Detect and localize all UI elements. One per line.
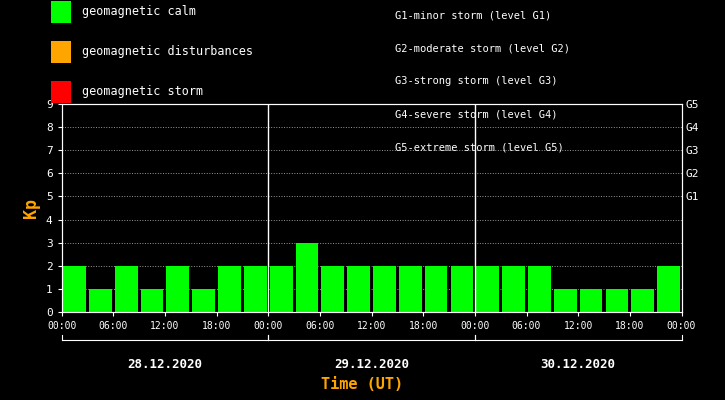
Text: 30.12.2020: 30.12.2020: [541, 358, 616, 371]
Bar: [399, 266, 422, 312]
Bar: [167, 266, 189, 312]
Bar: [141, 289, 163, 312]
Text: G3-strong storm (level G3): G3-strong storm (level G3): [395, 76, 558, 86]
Text: 28.12.2020: 28.12.2020: [128, 358, 202, 371]
Bar: [476, 266, 499, 312]
Bar: [658, 266, 680, 312]
Bar: [89, 289, 112, 312]
Bar: [347, 266, 370, 312]
Bar: [528, 266, 551, 312]
Bar: [425, 266, 447, 312]
Text: geomagnetic storm: geomagnetic storm: [82, 86, 203, 98]
Bar: [451, 266, 473, 312]
Bar: [321, 266, 344, 312]
Bar: [605, 289, 629, 312]
Bar: [218, 266, 241, 312]
Bar: [554, 289, 576, 312]
Bar: [63, 266, 86, 312]
Bar: [192, 289, 215, 312]
Text: G2-moderate storm (level G2): G2-moderate storm (level G2): [395, 43, 570, 53]
Bar: [631, 289, 654, 312]
Bar: [244, 266, 267, 312]
Text: G5-extreme storm (level G5): G5-extreme storm (level G5): [395, 143, 564, 153]
Text: geomagnetic disturbances: geomagnetic disturbances: [82, 46, 253, 58]
Text: geomagnetic calm: geomagnetic calm: [82, 6, 196, 18]
Text: G4-severe storm (level G4): G4-severe storm (level G4): [395, 110, 558, 120]
Text: Time (UT): Time (UT): [321, 377, 404, 392]
Text: G1-minor storm (level G1): G1-minor storm (level G1): [395, 10, 552, 20]
Text: 29.12.2020: 29.12.2020: [334, 358, 409, 371]
Bar: [270, 266, 292, 312]
Y-axis label: Kp: Kp: [22, 198, 41, 218]
Bar: [296, 243, 318, 312]
Bar: [502, 266, 525, 312]
Bar: [115, 266, 138, 312]
Bar: [580, 289, 602, 312]
Bar: [373, 266, 396, 312]
